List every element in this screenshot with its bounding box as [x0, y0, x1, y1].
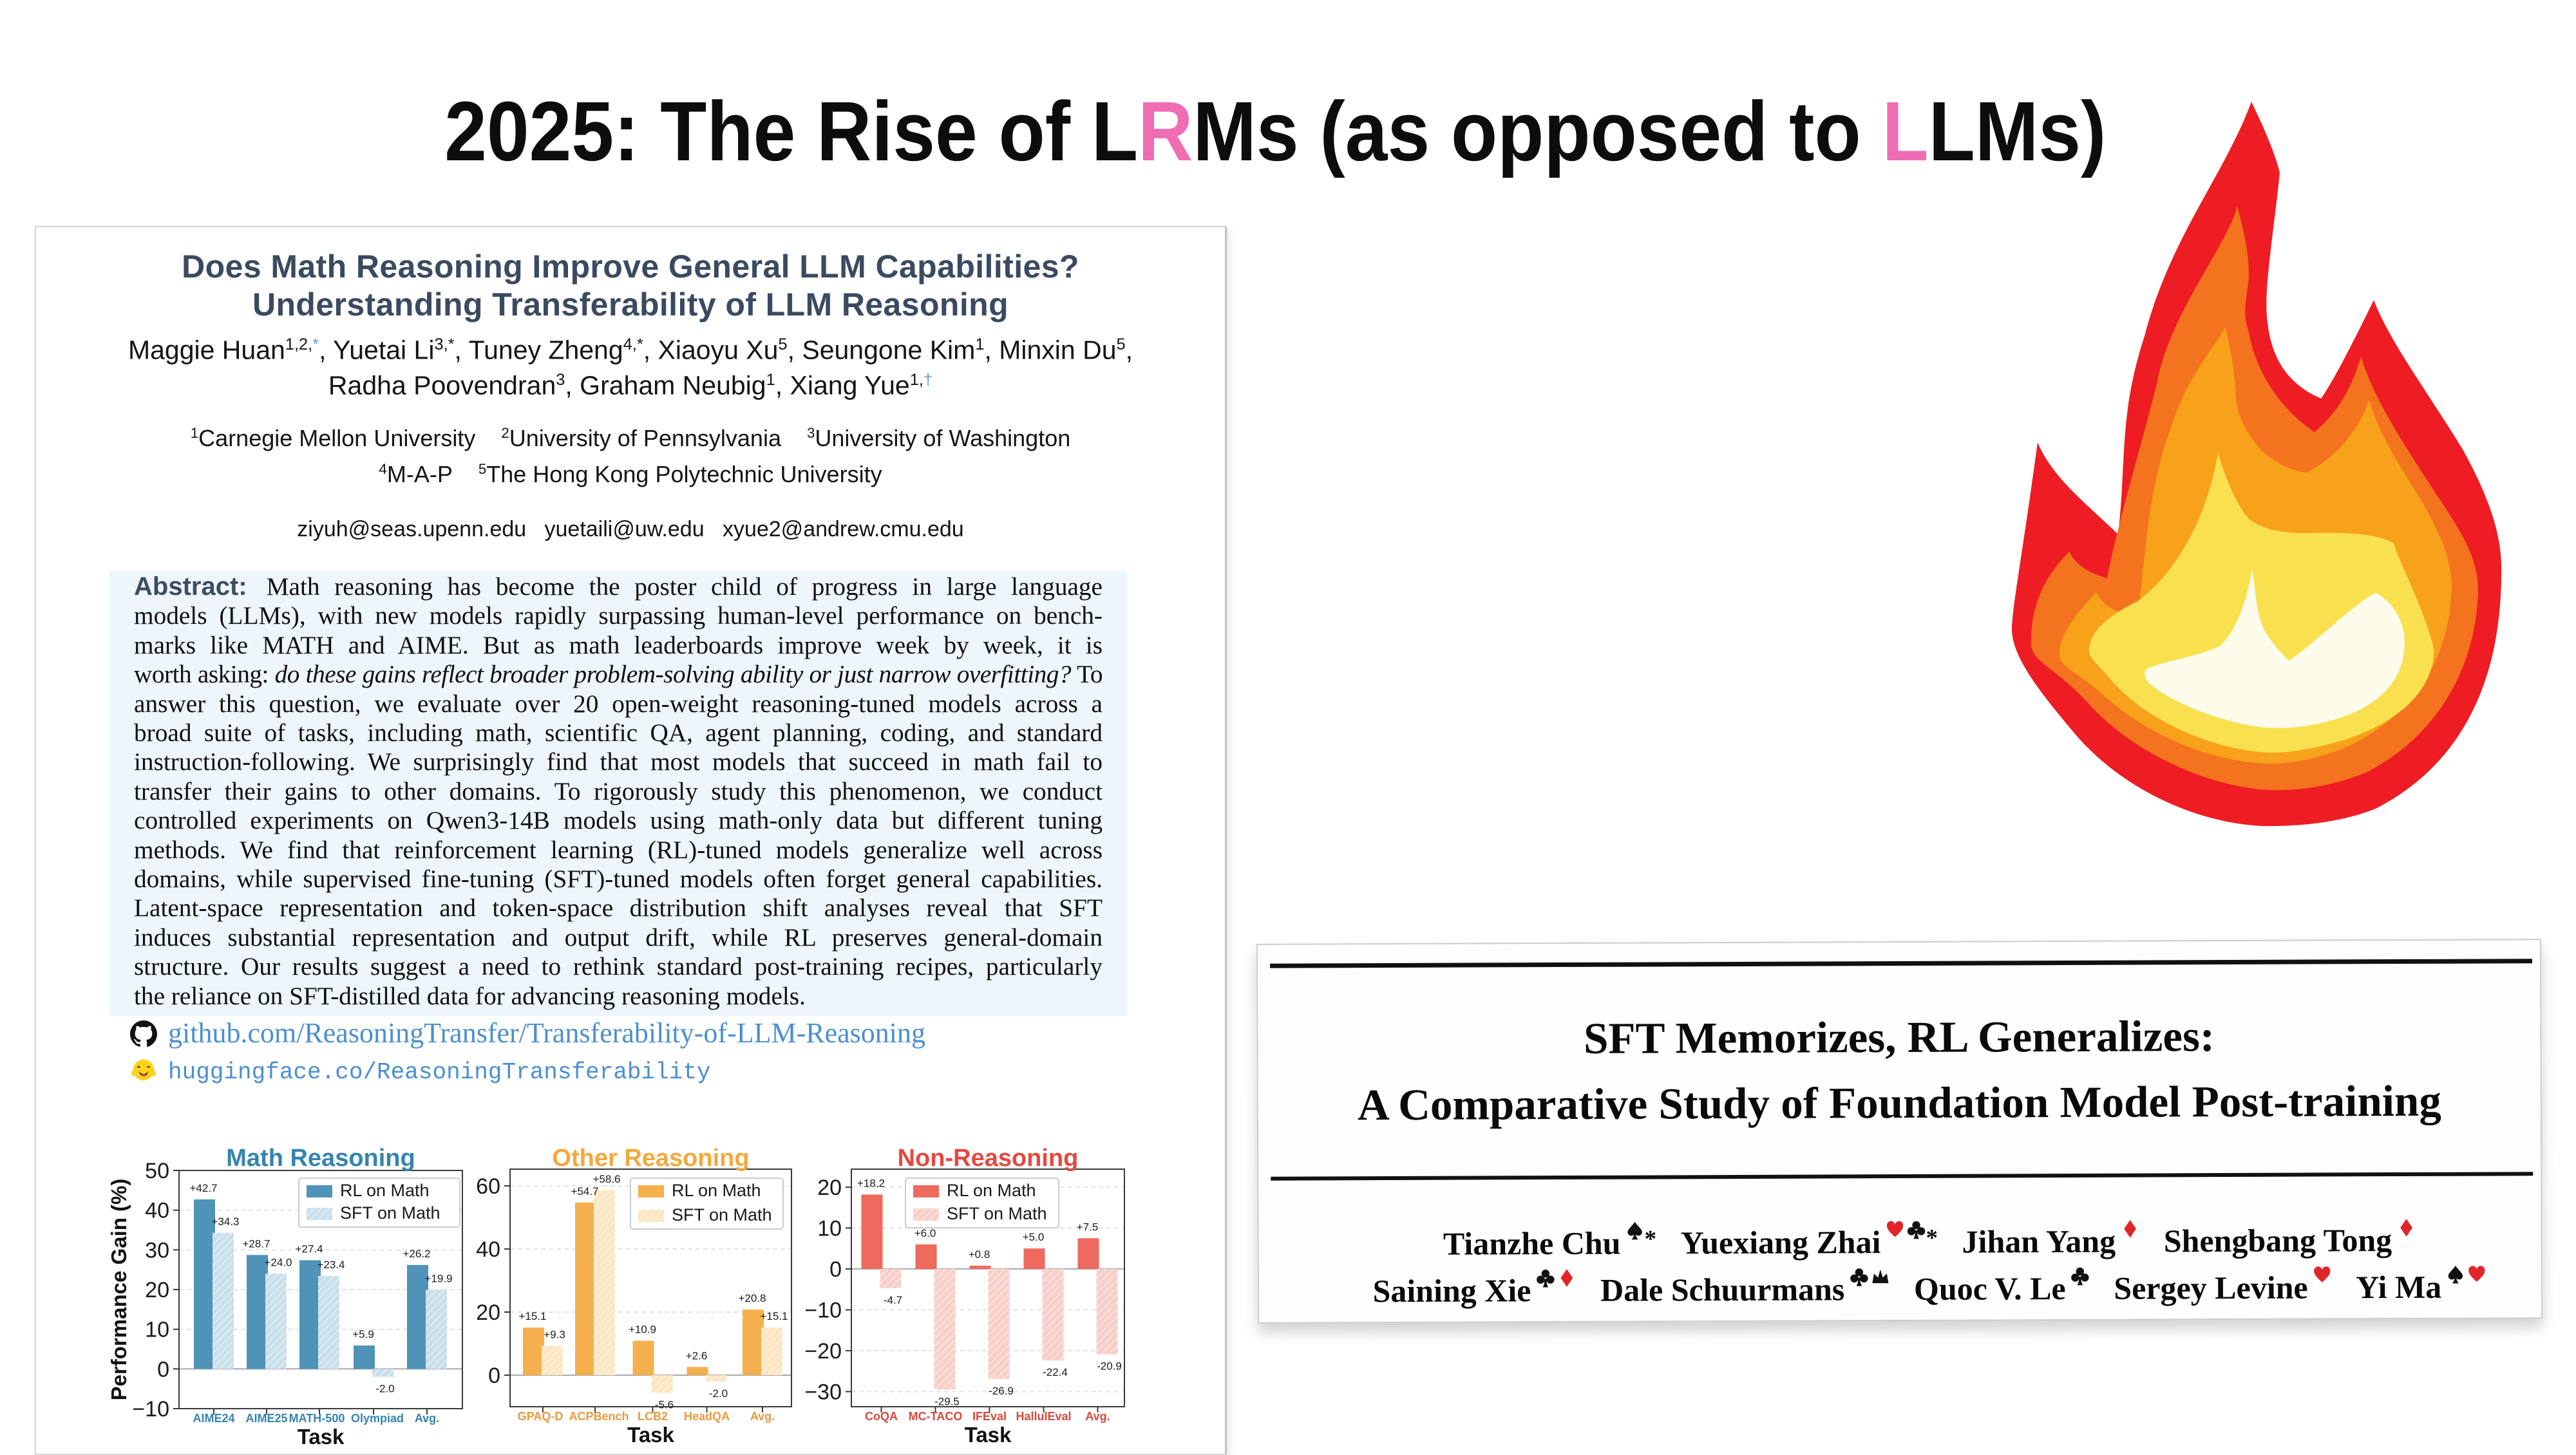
- svg-text:+15.1: +15.1: [518, 1310, 546, 1322]
- svg-text:MC-TACO: MC-TACO: [909, 1410, 963, 1423]
- svg-text:60: 60: [476, 1174, 500, 1199]
- svg-text:+5.0: +5.0: [1023, 1231, 1045, 1243]
- svg-text:Avg.: Avg.: [415, 1412, 439, 1425]
- svg-text:0: 0: [488, 1364, 500, 1388]
- svg-text:0: 0: [157, 1357, 169, 1382]
- svg-text:HalluIEval: HalluIEval: [1016, 1410, 1071, 1423]
- svg-text:−30: −30: [804, 1380, 842, 1405]
- svg-text:-2.0: -2.0: [375, 1383, 394, 1395]
- svg-text:-26.9: -26.9: [989, 1385, 1014, 1397]
- svg-text:+5.9: +5.9: [352, 1328, 374, 1340]
- svg-text:Performance Gain (%): Performance Gain (%): [107, 1179, 131, 1401]
- svg-text:0: 0: [829, 1257, 842, 1282]
- svg-text:+54.7: +54.7: [571, 1185, 598, 1197]
- svg-text:Avg.: Avg.: [750, 1410, 775, 1423]
- svg-text:GPAQ-D: GPAQ-D: [518, 1410, 564, 1423]
- svg-text:20: 20: [817, 1176, 842, 1200]
- svg-text:SFT on Math: SFT on Math: [947, 1204, 1047, 1223]
- svg-text:−10: −10: [132, 1397, 169, 1422]
- svg-text:+15.1: +15.1: [760, 1310, 788, 1322]
- svg-text:AIME24: AIME24: [193, 1412, 234, 1425]
- svg-text:SFT on Math: SFT on Math: [340, 1203, 440, 1223]
- svg-text:Non-Reasoning: Non-Reasoning: [898, 1145, 1079, 1172]
- svg-text:+6.0: +6.0: [914, 1227, 936, 1239]
- svg-text:Task: Task: [965, 1423, 1012, 1447]
- svg-text:−10: −10: [804, 1299, 842, 1323]
- svg-text:+2.6: +2.6: [686, 1349, 708, 1362]
- svg-text:40: 40: [476, 1237, 500, 1262]
- svg-text:CoQA: CoQA: [865, 1410, 898, 1423]
- svg-text:+18.2: +18.2: [857, 1177, 885, 1189]
- svg-text:+23.4: +23.4: [317, 1259, 345, 1271]
- svg-text:+0.8: +0.8: [969, 1248, 990, 1261]
- svg-text:+27.4: +27.4: [295, 1243, 323, 1255]
- svg-text:Task: Task: [627, 1423, 674, 1447]
- svg-text:AIME25: AIME25: [245, 1412, 287, 1425]
- svg-text:Task: Task: [298, 1425, 345, 1449]
- svg-text:40: 40: [145, 1199, 169, 1223]
- svg-text:-2.0: -2.0: [709, 1387, 728, 1400]
- svg-text:+26.2: +26.2: [402, 1248, 430, 1260]
- svg-text:+7.5: +7.5: [1077, 1221, 1099, 1233]
- svg-text:RL on Math: RL on Math: [340, 1181, 430, 1200]
- svg-text:20: 20: [476, 1300, 500, 1325]
- svg-text:50: 50: [145, 1159, 169, 1183]
- svg-text:-20.9: -20.9: [1097, 1360, 1122, 1373]
- svg-text:RL on Math: RL on Math: [672, 1181, 761, 1200]
- svg-text:+58.6: +58.6: [592, 1173, 620, 1185]
- svg-text:-4.7: -4.7: [884, 1294, 902, 1306]
- svg-text:-5.6: -5.6: [655, 1398, 674, 1411]
- svg-text:+20.8: +20.8: [738, 1292, 766, 1304]
- svg-text:HeadQA: HeadQA: [684, 1410, 730, 1423]
- svg-text:Other Reasoning: Other Reasoning: [552, 1145, 749, 1172]
- svg-text:Olympiad: Olympiad: [351, 1412, 404, 1425]
- svg-text:LCB2: LCB2: [638, 1410, 668, 1423]
- svg-text:IFEval: IFEval: [972, 1410, 1007, 1423]
- svg-text:30: 30: [145, 1238, 169, 1263]
- svg-text:+9.3: +9.3: [544, 1328, 565, 1340]
- svg-text:+28.7: +28.7: [242, 1237, 270, 1250]
- svg-text:Math Reasoning: Math Reasoning: [226, 1145, 415, 1172]
- svg-text:10: 10: [817, 1217, 842, 1241]
- svg-text:MATH-500: MATH-500: [289, 1412, 345, 1425]
- svg-text:-29.5: -29.5: [934, 1395, 960, 1407]
- svg-text:10: 10: [145, 1318, 169, 1342]
- svg-text:RL on Math: RL on Math: [947, 1181, 1036, 1200]
- svg-text:+19.9: +19.9: [424, 1273, 452, 1285]
- svg-text:+10.9: +10.9: [629, 1324, 656, 1336]
- svg-text:SFT on Math: SFT on Math: [672, 1205, 772, 1225]
- svg-text:20: 20: [145, 1278, 169, 1302]
- svg-text:+24.0: +24.0: [264, 1256, 292, 1268]
- svg-text:−20: −20: [804, 1339, 842, 1364]
- svg-text:+34.3: +34.3: [211, 1216, 239, 1228]
- svg-text:ACPBench: ACPBench: [569, 1410, 629, 1423]
- svg-text:+42.7: +42.7: [189, 1182, 217, 1194]
- svg-text:-22.4: -22.4: [1043, 1366, 1068, 1378]
- svg-text:Avg.: Avg.: [1085, 1410, 1110, 1423]
